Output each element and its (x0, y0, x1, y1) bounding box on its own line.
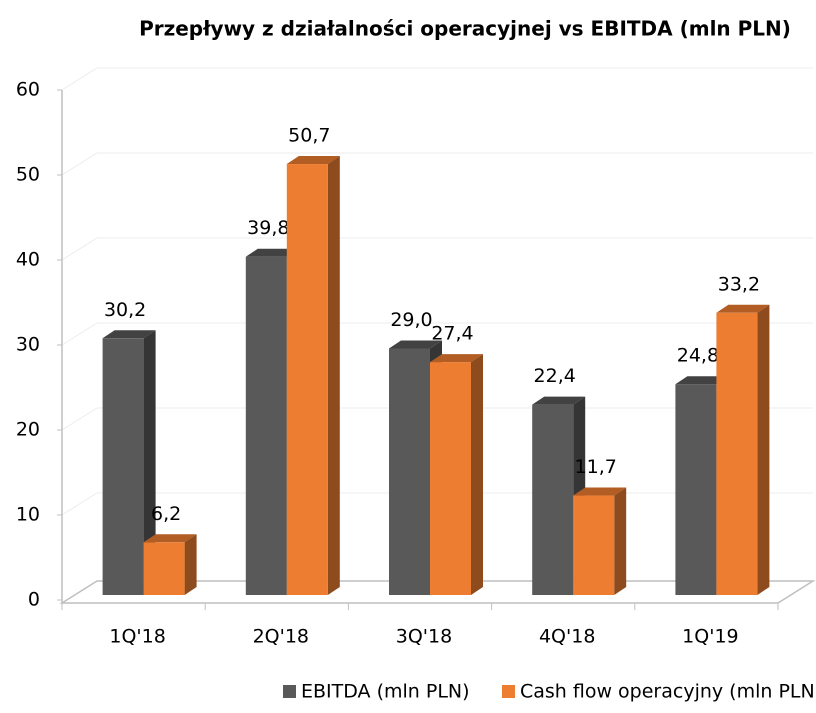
bar (675, 384, 717, 595)
y-tick-label: 20 (16, 419, 40, 441)
bar-side (471, 354, 483, 595)
grid-line (61, 237, 98, 261)
bar (532, 404, 574, 595)
bar-top (675, 376, 729, 385)
x-tick-label: 2Q'18 (253, 626, 309, 648)
grid-line (61, 407, 98, 431)
bar-top (143, 534, 197, 543)
bar (286, 164, 328, 596)
value-label: 30,2 (104, 299, 146, 321)
legend-label: Cash flow operacyjny (mln PLN) (520, 681, 816, 703)
legend-label: EBITDA (mln PLN) (301, 681, 470, 703)
y-tick-label: 0 (28, 589, 40, 611)
bar (102, 338, 144, 595)
x-tick-label: 1Q'19 (682, 626, 738, 648)
legend-swatch (502, 685, 515, 698)
y-tick-label: 10 (16, 504, 40, 526)
x-tick-label: 3Q'18 (396, 626, 452, 648)
bar-top (716, 304, 770, 313)
bar-top (430, 354, 483, 363)
bar-side (143, 330, 156, 595)
y-tick-label: 50 (16, 164, 40, 186)
bar (245, 256, 287, 595)
legend-swatch (283, 685, 296, 698)
bar (716, 312, 758, 595)
bar-side (614, 487, 627, 595)
grid-line (61, 322, 98, 346)
bar-top (573, 487, 627, 496)
bar-top (389, 340, 442, 349)
bar-top (286, 156, 340, 165)
y-tick-label: 30 (16, 334, 40, 356)
chart-title: Przepływy z działalności operacyjnej vs … (139, 17, 791, 41)
value-label: 39,8 (247, 217, 289, 239)
bar (143, 542, 185, 595)
grid-line (61, 492, 98, 516)
value-label: 22,4 (534, 365, 576, 387)
y-tick-label: 60 (16, 79, 40, 101)
value-label: 24,8 (677, 345, 719, 367)
value-label: 11,7 (575, 456, 617, 478)
bar-side (757, 304, 770, 595)
y-tick-label: 40 (16, 249, 40, 271)
bar-side (184, 534, 197, 595)
value-label: 27,4 (431, 323, 473, 345)
bar-top (245, 248, 299, 257)
value-label: 33,2 (718, 273, 760, 295)
bar (389, 348, 430, 595)
x-tick-label: 4Q'18 (539, 626, 595, 648)
floor (59, 580, 816, 604)
bar (430, 362, 471, 595)
value-label: 50,7 (288, 125, 330, 147)
value-label: 6,2 (151, 503, 181, 525)
grid-line (61, 67, 98, 91)
grid-line (61, 152, 98, 176)
bar-side (327, 156, 340, 596)
bar-top (102, 330, 156, 339)
bar-top (532, 396, 586, 405)
value-label: 29,0 (390, 309, 432, 331)
x-tick-label: 1Q'18 (109, 626, 165, 648)
bar (573, 495, 615, 595)
